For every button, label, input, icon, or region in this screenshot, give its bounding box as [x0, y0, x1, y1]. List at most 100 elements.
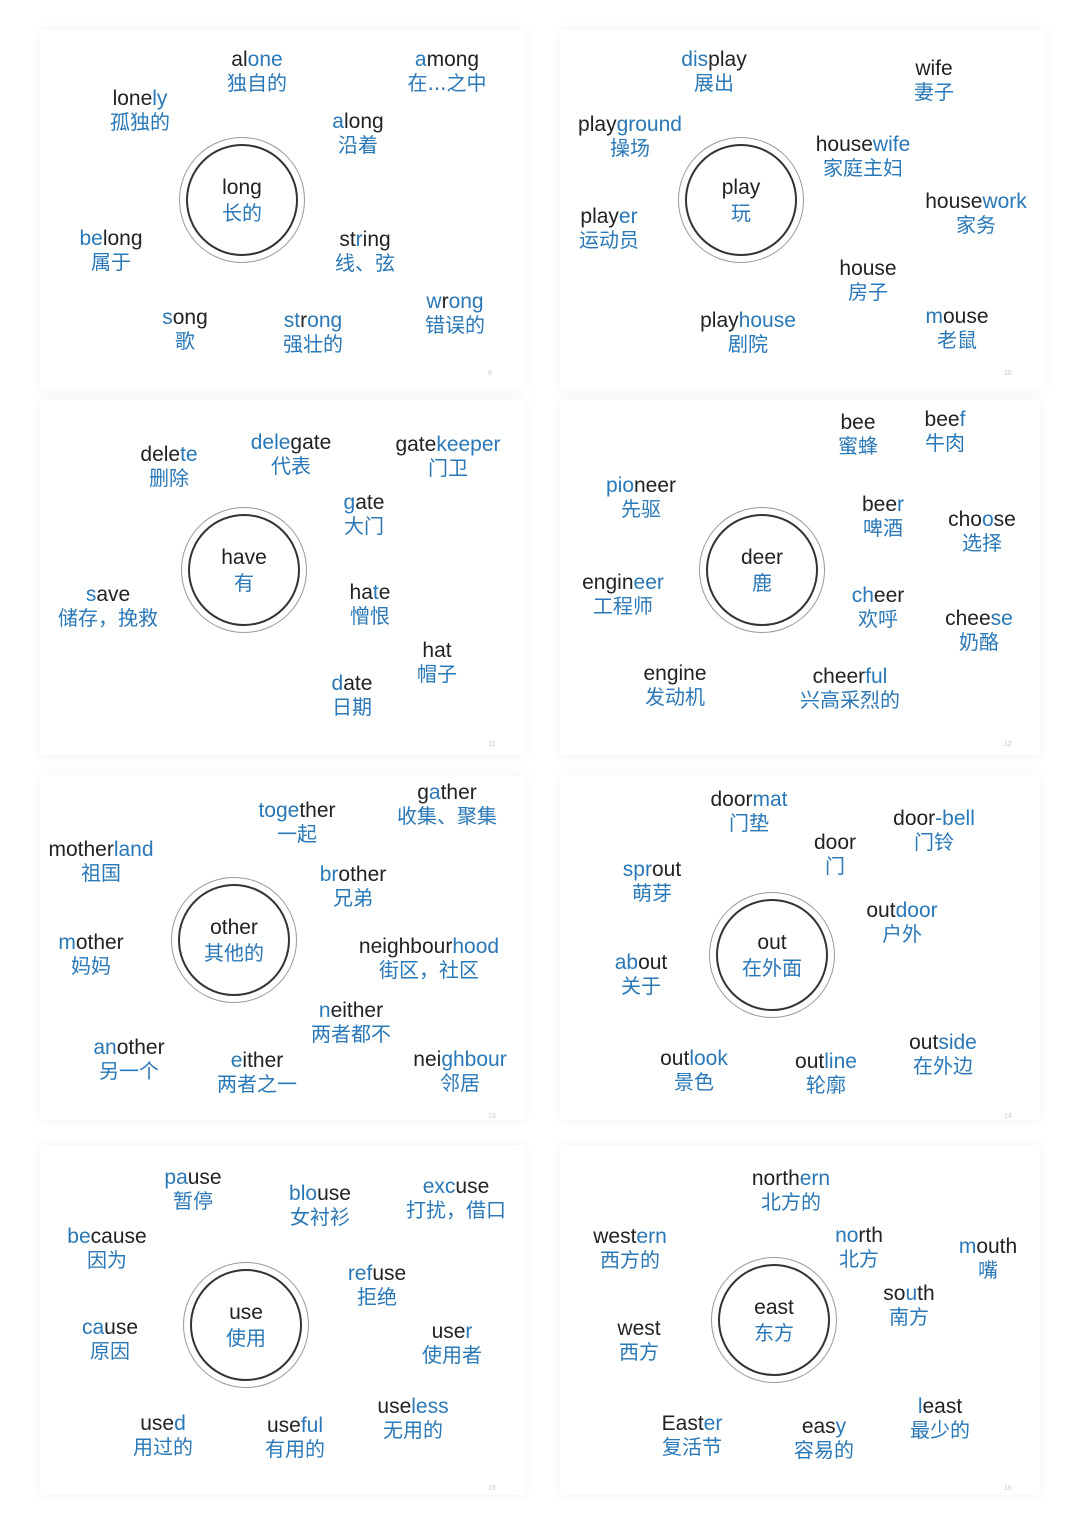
related-word-english: string — [335, 228, 395, 252]
related-word-chinese: 在...之中 — [407, 71, 487, 96]
root-word-circle: use 使用 — [183, 1262, 309, 1388]
highlighted-letters: s — [162, 306, 173, 329]
related-word: door-bell 门铃 — [893, 807, 975, 854]
highlighted-letters: eer — [633, 571, 664, 594]
related-word-english: neighbourhood — [359, 935, 499, 959]
related-word-english: cheerful — [800, 665, 900, 689]
related-word-english: housewife — [816, 133, 911, 157]
related-word-english: motherland — [48, 838, 153, 862]
word-segment: use — [455, 1175, 490, 1198]
related-word-english: cheer — [852, 584, 905, 608]
related-word-chinese: 沿着 — [337, 133, 378, 158]
word-segment: gate — [290, 431, 332, 454]
word-segment: bee — [924, 408, 960, 431]
related-word-english: song — [162, 306, 208, 330]
word-segment: door — [893, 807, 936, 830]
related-word-english: strong — [283, 309, 343, 333]
root-word-chinese: 玩 — [731, 200, 751, 225]
related-word-chinese: 展出 — [693, 71, 734, 96]
related-word-english: useless — [377, 1395, 448, 1419]
word-segment: use — [104, 1316, 139, 1339]
related-word-chinese: 操场 — [609, 136, 650, 161]
related-word-english: engine — [643, 662, 706, 686]
related-word-english: bee — [838, 411, 878, 435]
related-word-english: house — [839, 257, 896, 281]
related-word: excuse 打扰，借口 — [406, 1175, 506, 1222]
word-segment: bee — [861, 493, 898, 516]
related-word-chinese: 最少的 — [910, 1418, 970, 1443]
highlighted-letters: ful — [300, 1414, 324, 1437]
related-word-english: user — [422, 1320, 482, 1344]
word-segment: ha — [349, 581, 373, 604]
root-word-chinese: 鹿 — [752, 570, 772, 595]
related-word-english: cause — [82, 1316, 138, 1340]
highlighted-letters: mat — [752, 788, 788, 811]
word-segment: play — [578, 113, 617, 136]
highlighted-letters: ful — [865, 665, 888, 688]
related-word-english: together — [258, 799, 335, 823]
highlighted-letters: r — [331, 863, 339, 886]
related-word: cheerful 兴高采烈的 — [800, 665, 900, 712]
related-word-chinese: 使用者 — [422, 1343, 482, 1368]
related-word-english: display — [681, 48, 746, 72]
related-word-chinese: 兄弟 — [333, 886, 373, 911]
word-segment: th — [917, 1282, 935, 1305]
word-segment: eas — [801, 1415, 836, 1438]
related-word-english: door-bell — [893, 807, 975, 831]
related-word-chinese: 门垫 — [728, 811, 769, 836]
word-segment: al — [231, 48, 248, 71]
related-word-english: sprout — [623, 858, 681, 882]
root-word-ring: have 有 — [188, 514, 300, 626]
word-segment: hat — [422, 639, 452, 662]
related-word: brother 兄弟 — [320, 863, 387, 910]
word-segment: play — [700, 309, 739, 332]
related-word-english: mother — [58, 931, 123, 955]
word-segment: east — [922, 1395, 963, 1418]
related-word-english: playhouse — [700, 309, 796, 333]
highlighted-letters: ly — [152, 87, 168, 110]
related-word-chinese: 因为 — [87, 1248, 127, 1273]
word-segment: lone — [112, 87, 153, 110]
word-segment: ther — [299, 799, 336, 822]
word-segment: East — [661, 1412, 704, 1435]
related-word-english: wrong — [425, 290, 485, 314]
related-word-chinese: 邻居 — [439, 1071, 480, 1096]
related-word-english: blouse — [289, 1182, 351, 1206]
highlighted-letters: an — [93, 1036, 117, 1059]
highlighted-letters: d — [331, 672, 344, 695]
related-word: belong 属于 — [79, 227, 142, 274]
related-word-english: easy — [794, 1415, 854, 1439]
related-word: cheer 欢呼 — [852, 584, 905, 631]
highlighted-letters: d — [174, 1412, 186, 1435]
word-segment: use — [372, 1262, 407, 1285]
related-word-chinese: 家庭主妇 — [822, 156, 903, 181]
highlighted-letters: ab — [614, 951, 639, 974]
word-segment: use — [431, 1320, 466, 1343]
related-word-english: gatekeeper — [395, 433, 500, 457]
root-word-ring: use 使用 — [190, 1269, 302, 1381]
related-word-english: pioneer — [606, 474, 676, 498]
word-segment: either — [330, 999, 384, 1022]
related-word-chinese: 西方的 — [599, 1248, 660, 1273]
related-word-english: cheese — [945, 607, 1013, 631]
related-word: neighbourhood 街区，社区 — [359, 935, 499, 982]
related-word: wrong 错误的 — [425, 290, 485, 337]
related-word-chinese: 门 — [825, 854, 845, 879]
root-word-chinese: 东方 — [754, 1320, 794, 1345]
highlighted-letters: ref — [347, 1262, 373, 1285]
root-word-circle: out 在外面 — [709, 892, 835, 1018]
related-word-chinese: 工程师 — [593, 594, 653, 619]
word-segment: e — [378, 581, 391, 604]
highlighted-letters: er — [703, 1412, 723, 1435]
root-word-english: deer — [740, 546, 784, 570]
word-segment: bee — [840, 411, 876, 434]
related-word: outlook 景色 — [660, 1047, 728, 1094]
related-word-english: beef — [925, 408, 966, 432]
related-word: western 西方的 — [593, 1225, 667, 1272]
related-word-english: engineer — [582, 571, 664, 595]
highlighted-letters: ong — [448, 290, 484, 313]
word-segment: so — [883, 1282, 906, 1305]
root-word-chinese: 使用 — [226, 1325, 266, 1350]
related-word-chinese: 错误的 — [425, 313, 485, 338]
related-word-chinese: 拒绝 — [357, 1285, 397, 1310]
